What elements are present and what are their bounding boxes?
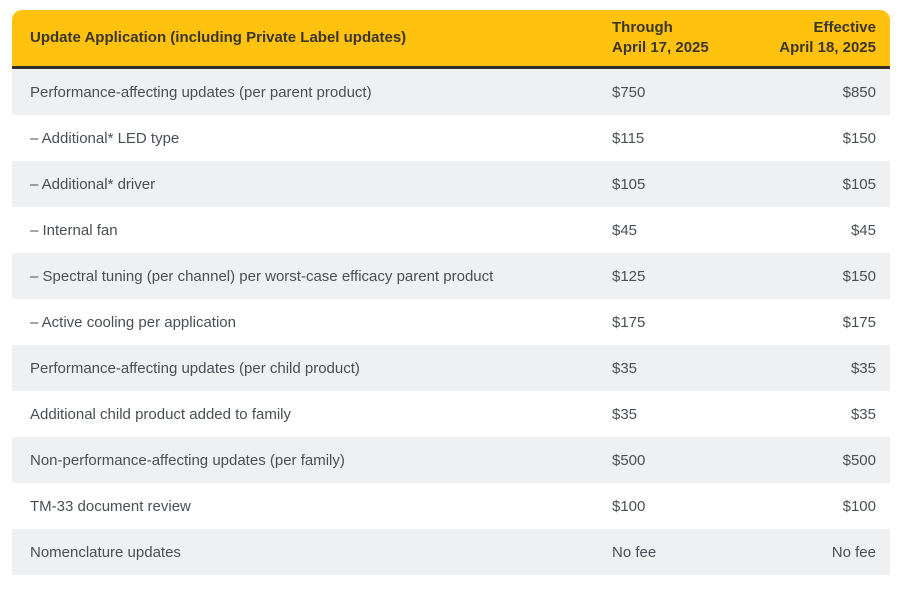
row-effective-value: $500 <box>842 451 876 469</box>
row-through-value: $35 <box>612 405 638 423</box>
table-row: Performance-affecting updates (per paren… <box>12 69 890 115</box>
table-row: Additional child product added to family… <box>12 391 890 437</box>
row-label: – Active cooling per application <box>30 313 236 331</box>
row-effective-value: $100 <box>842 497 876 515</box>
row-label: – Spectral tuning (per channel) per wors… <box>30 267 494 285</box>
table-row: Performance-affecting updates (per child… <box>12 345 890 391</box>
row-through-value: $500 <box>612 451 646 469</box>
row-effective-value: $150 <box>842 129 876 147</box>
row-through-value: No fee <box>612 543 657 561</box>
row-effective-value: No fee <box>831 543 876 561</box>
row-through-value: $100 <box>612 497 646 515</box>
header-effective-date: Effective April 18, 2025 <box>762 18 876 58</box>
header-effective-line2: April 18, 2025 <box>779 39 876 56</box>
row-effective-value: $35 <box>850 359 876 377</box>
row-label: Non-performance-affecting updates (per f… <box>30 451 345 469</box>
row-label: Additional child product added to family <box>30 405 291 423</box>
row-label: – Internal fan <box>30 221 118 239</box>
table-row: – Active cooling per application $175 $1… <box>12 299 890 345</box>
table-row: TM-33 document review $100 $100 <box>12 483 890 529</box>
header-update-application: Update Application (including Private La… <box>30 29 407 46</box>
table-row: – Spectral tuning (per channel) per wors… <box>12 253 890 299</box>
row-through-value: $35 <box>612 359 638 377</box>
table-header-row: Update Application (including Private La… <box>12 10 890 69</box>
row-effective-value: $150 <box>842 267 876 285</box>
table-body: Performance-affecting updates (per paren… <box>12 69 890 575</box>
row-effective-value: $105 <box>842 175 876 193</box>
header-through-line2: April 17, 2025 <box>612 39 709 56</box>
row-through-value: $175 <box>612 313 646 331</box>
row-through-value: $105 <box>612 175 646 193</box>
row-label: Nomenclature updates <box>30 543 181 561</box>
row-through-value: $115 <box>612 129 645 147</box>
table-row: Non-performance-affecting updates (per f… <box>12 437 890 483</box>
row-label: – Additional* LED type <box>30 129 180 147</box>
row-label: – Additional* driver <box>30 175 156 193</box>
header-effective-line1: Effective <box>813 19 876 36</box>
header-through-date: Through April 17, 2025 <box>612 18 762 58</box>
update-application-fee-table: Update Application (including Private La… <box>12 10 890 575</box>
row-through-value: $750 <box>612 83 646 101</box>
header-through-line1: Through <box>612 19 673 36</box>
table-row: – Additional* LED type $115 $150 <box>12 115 890 161</box>
table-row: Nomenclature updates No fee No fee <box>12 529 890 575</box>
row-effective-value: $35 <box>850 405 876 423</box>
row-label: Performance-affecting updates (per child… <box>30 359 360 377</box>
row-effective-value: $45 <box>850 221 876 239</box>
row-through-value: $45 <box>612 221 638 239</box>
row-effective-value: $175 <box>842 313 876 331</box>
row-through-value: $125 <box>612 267 646 285</box>
table-row: – Internal fan $45 $45 <box>12 207 890 253</box>
row-label: TM-33 document review <box>30 497 191 515</box>
table-row: – Additional* driver $105 $105 <box>12 161 890 207</box>
row-label: Performance-affecting updates (per paren… <box>30 83 372 101</box>
row-effective-value: $850 <box>842 83 876 101</box>
